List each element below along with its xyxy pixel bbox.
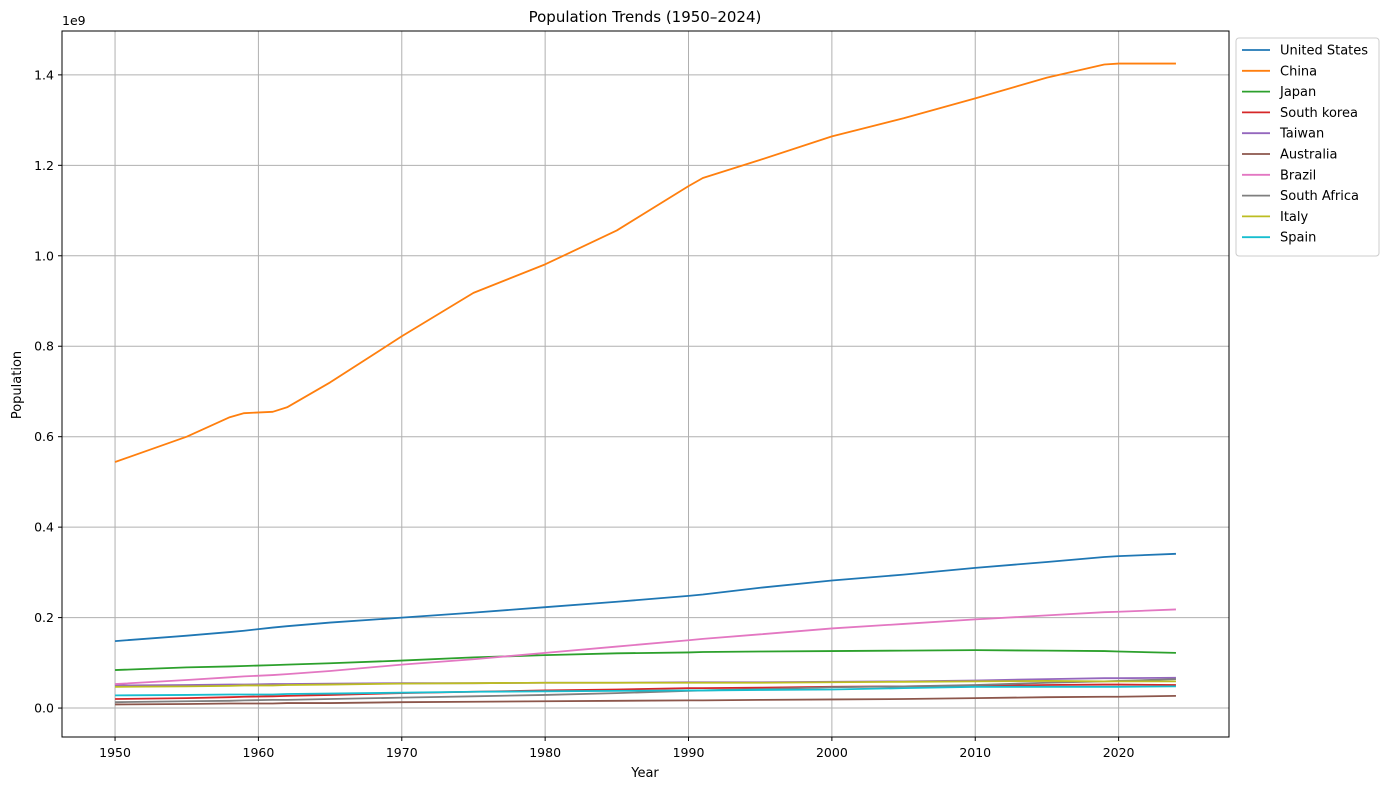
legend-label-italy: Italy bbox=[1280, 210, 1309, 225]
series-line-italy bbox=[115, 680, 1176, 688]
x-tick-label: 1970 bbox=[386, 745, 418, 760]
y-tick-label: 0.8 bbox=[34, 339, 54, 354]
series-line-japan bbox=[115, 649, 1176, 671]
y-axis-offset-text: 1e9 bbox=[62, 13, 86, 28]
x-tick-label: 1990 bbox=[673, 745, 705, 760]
y-tick-label: 1.0 bbox=[34, 248, 54, 263]
y-tick-label: 0.2 bbox=[34, 610, 54, 625]
y-tick-label: 1.2 bbox=[34, 158, 54, 173]
y-tick-label: 1.4 bbox=[34, 67, 54, 82]
x-tick-label: 2000 bbox=[816, 745, 848, 760]
y-tick-label: 0.6 bbox=[34, 429, 54, 444]
y-axis: 0.0 0.2 0.4 0.6 0.8 1.0 1.2 1.4 bbox=[34, 67, 62, 716]
legend: United States China Japan South korea Taiwan… bbox=[1235, 37, 1380, 257]
series-line-china bbox=[114, 62, 1176, 463]
series-layer bbox=[114, 62, 1176, 706]
legend-label-spain: Spain bbox=[1280, 231, 1316, 246]
chart-title: Population Trends (1950–2024) bbox=[529, 8, 762, 26]
legend-label-south-africa: South Africa bbox=[1280, 189, 1359, 204]
x-tick-label: 1960 bbox=[243, 745, 275, 760]
series-line-united-states bbox=[114, 552, 1176, 643]
legend-label-united-states: United States bbox=[1280, 44, 1368, 59]
x-tick-label: 2010 bbox=[959, 745, 991, 760]
x-tick-label: 1980 bbox=[529, 745, 561, 760]
series-line-brazil bbox=[114, 608, 1176, 685]
y-axis-label: Population bbox=[10, 351, 25, 419]
legend-label-brazil: Brazil bbox=[1280, 168, 1316, 183]
legend-label-china: China bbox=[1280, 64, 1317, 79]
series-line-south-africa bbox=[115, 678, 1176, 704]
series-line-south-korea bbox=[115, 683, 1176, 700]
legend-box bbox=[1235, 37, 1380, 257]
y-tick-label: 0.0 bbox=[34, 701, 54, 716]
plot-frame bbox=[61, 30, 1230, 738]
x-axis: 1950 1960 1970 1980 1990 2000 2010 2020 bbox=[99, 737, 1135, 760]
legend-label-japan: Japan bbox=[1279, 85, 1316, 100]
series-line-spain bbox=[115, 685, 1176, 697]
x-tick-label: 2020 bbox=[1103, 745, 1135, 760]
x-axis-label: Year bbox=[630, 766, 659, 781]
series-line-australia bbox=[115, 694, 1176, 706]
legend-label-south-korea: South korea bbox=[1280, 106, 1358, 121]
grid-layer bbox=[62, 31, 1229, 737]
x-tick-label: 1950 bbox=[99, 745, 131, 760]
y-tick-label: 0.4 bbox=[34, 520, 54, 535]
legend-label-australia: Australia bbox=[1280, 148, 1338, 163]
legend-label-taiwan: Taiwan bbox=[1279, 127, 1324, 142]
